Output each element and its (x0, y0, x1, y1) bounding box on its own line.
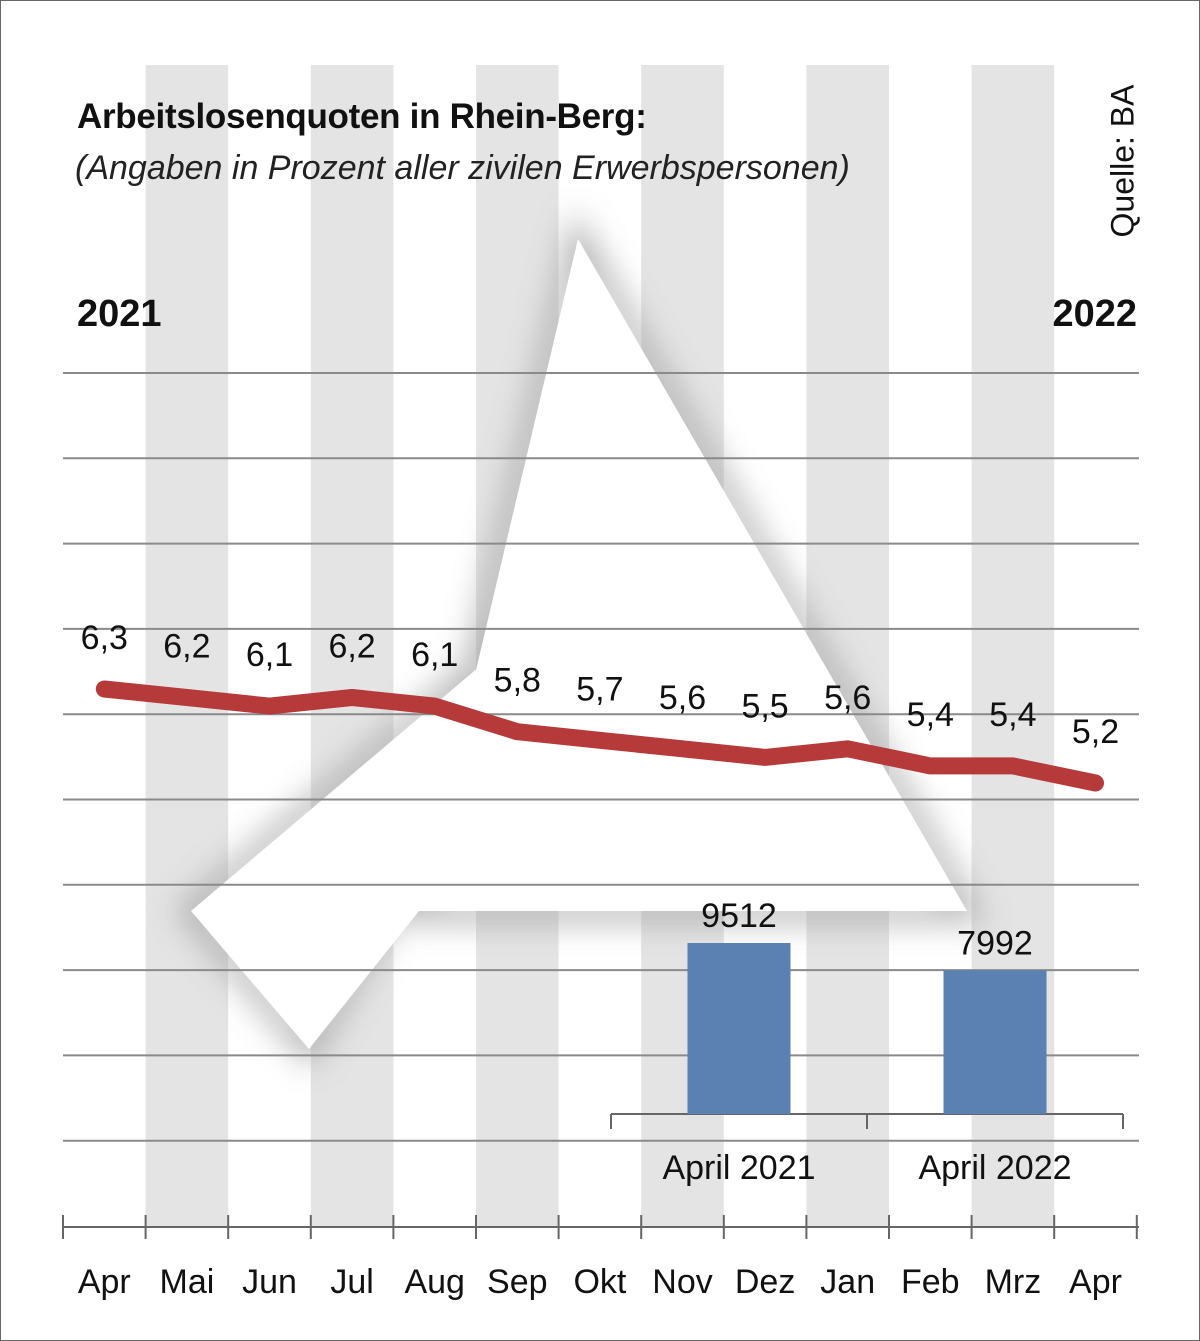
line-point (1095, 782, 1097, 784)
data-label: 5,4 (989, 696, 1036, 734)
x-tick-label: Sep (487, 1263, 548, 1301)
line-point (434, 705, 436, 707)
bar (943, 970, 1047, 1114)
x-tick-label: Feb (901, 1263, 960, 1301)
x-tick-label: Mai (160, 1263, 215, 1301)
x-tick-label: Apr (78, 1263, 131, 1301)
x-tick-label: Jul (330, 1263, 373, 1301)
column-stripe (145, 65, 229, 1227)
year-label-end: 2022 (1052, 293, 1137, 335)
x-tick-label: Apr (1069, 1263, 1122, 1301)
bar-value-label: 7992 (957, 924, 1033, 962)
x-tick-label: Nov (652, 1263, 712, 1301)
data-label: 5,6 (824, 679, 871, 717)
bar-value-label: 9512 (701, 897, 777, 935)
line-series: 6,3 6,2 6,1 6,2 6,1 5,8 5,7 5,6 5,5 5,6 5,4 5,4 5,2 (81, 619, 1119, 792)
x-tick-label: Dez (735, 1263, 795, 1301)
line-point (599, 739, 601, 741)
data-label: 6,1 (246, 636, 293, 674)
data-label: 5,2 (1072, 713, 1119, 751)
chart-title: Arbeitslosenquoten in Rhein-Berg: (77, 97, 647, 136)
data-label: 5,5 (741, 687, 788, 725)
data-label: 6,2 (163, 628, 210, 666)
data-label: 5,6 (659, 679, 706, 717)
data-label: 6,1 (411, 636, 458, 674)
bar-category-label: April 2022 (918, 1149, 1071, 1187)
line-point (764, 756, 766, 758)
line-point (929, 765, 931, 767)
line-point (269, 705, 271, 707)
data-label: 5,8 (494, 662, 541, 700)
gridlines (63, 372, 1139, 1142)
x-tick-label: Jun (242, 1263, 297, 1301)
line-point (516, 731, 518, 733)
x-tick-label: Okt (573, 1263, 626, 1301)
x-tick-label: Jan (820, 1263, 875, 1301)
bar-category-label: April 2021 (662, 1149, 815, 1187)
line-point (103, 688, 105, 690)
data-label: 6,3 (81, 619, 128, 657)
chart-subtitle: (Angaben in Prozent aller zivilen Erwerb… (75, 149, 850, 187)
line-path (95, 680, 1104, 792)
line-point (1012, 765, 1014, 767)
data-label: 5,7 (576, 670, 623, 708)
year-label-start: 2021 (77, 293, 162, 335)
x-tick-label: Aug (404, 1263, 465, 1301)
line-point (682, 748, 684, 750)
line-point (186, 697, 188, 699)
data-label: 5,4 (907, 696, 954, 734)
line-point (847, 748, 849, 750)
bar (687, 943, 791, 1114)
bar-series: 9512 April 2021 7992 April 2022 (610, 897, 1124, 1187)
x-tick-label: Mrz (985, 1263, 1042, 1301)
source-note: Quelle: BA (1104, 84, 1141, 238)
x-axis: Apr Mai Jun Jul Aug Sep Okt Nov Dez Jan Feb Mrz Apr (62, 1215, 1139, 1301)
line-point (351, 697, 353, 699)
data-label: 6,2 (328, 628, 375, 666)
